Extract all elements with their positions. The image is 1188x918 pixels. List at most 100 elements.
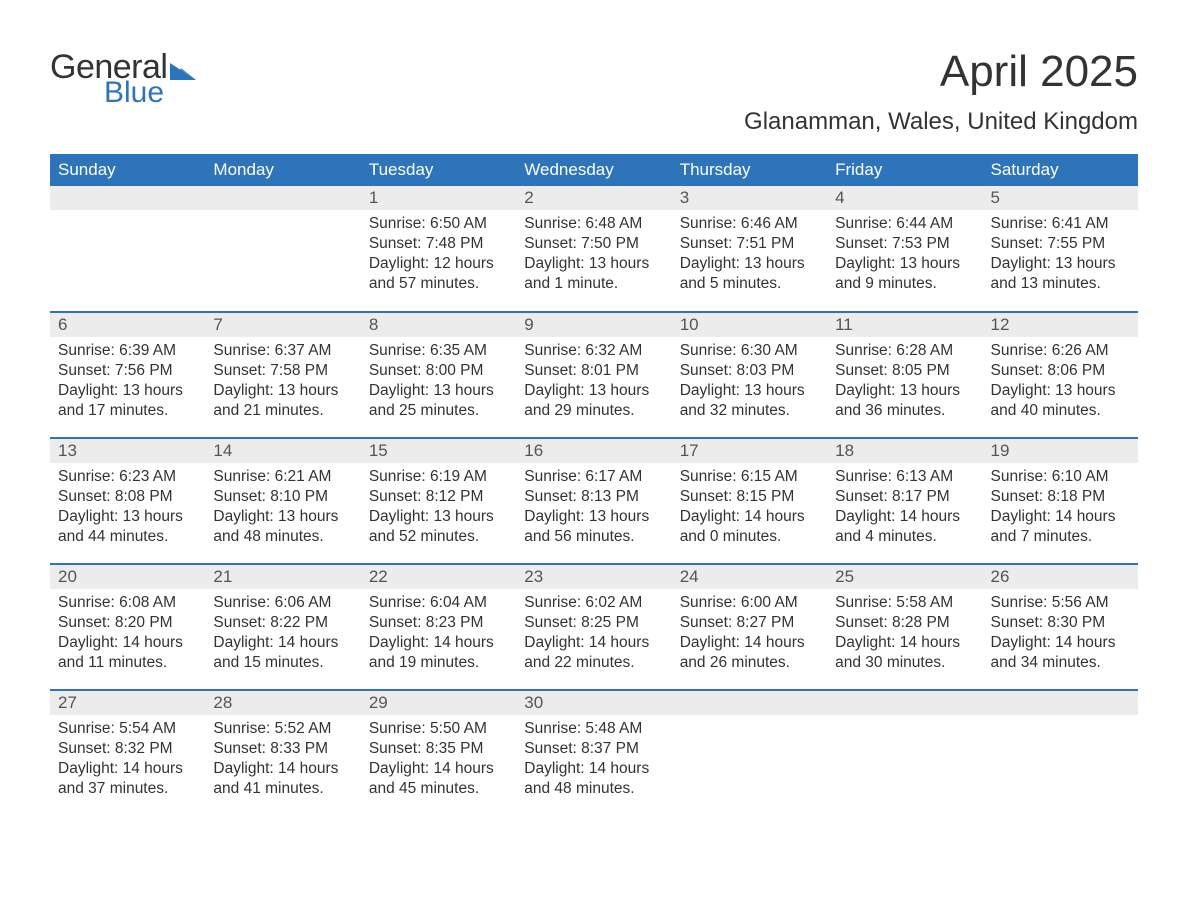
calendar-cell: 9Sunrise: 6:32 AMSunset: 8:01 PMDaylight…: [516, 312, 671, 438]
day-sunset: Sunset: 7:53 PM: [835, 234, 974, 254]
calendar-cell: 17Sunrise: 6:15 AMSunset: 8:15 PMDayligh…: [672, 438, 827, 564]
day-sunset: Sunset: 8:30 PM: [991, 613, 1130, 633]
calendar-cell: 30Sunrise: 5:48 AMSunset: 8:37 PMDayligh…: [516, 690, 671, 816]
day-dl1: Daylight: 14 hours: [369, 759, 508, 779]
calendar-week-row: 27Sunrise: 5:54 AMSunset: 8:32 PMDayligh…: [50, 690, 1138, 816]
day-dl2: and 26 minutes.: [680, 653, 819, 673]
day-number: 8: [361, 313, 516, 337]
day-sunrise: Sunrise: 6:35 AM: [369, 341, 508, 361]
day-header: Friday: [827, 154, 982, 186]
day-sunrise: Sunrise: 6:15 AM: [680, 467, 819, 487]
day-number: 30: [516, 691, 671, 715]
calendar-cell: 14Sunrise: 6:21 AMSunset: 8:10 PMDayligh…: [205, 438, 360, 564]
day-data: Sunrise: 6:35 AMSunset: 8:00 PMDaylight:…: [361, 337, 516, 428]
calendar-cell: 2Sunrise: 6:48 AMSunset: 7:50 PMDaylight…: [516, 186, 671, 312]
day-sunrise: Sunrise: 6:06 AM: [213, 593, 352, 613]
day-dl2: and 34 minutes.: [991, 653, 1130, 673]
day-dl1: Daylight: 14 hours: [991, 633, 1130, 653]
calendar-cell: 29Sunrise: 5:50 AMSunset: 8:35 PMDayligh…: [361, 690, 516, 816]
day-dl1: Daylight: 14 hours: [58, 633, 197, 653]
day-number: 19: [983, 439, 1138, 463]
day-header: Monday: [205, 154, 360, 186]
calendar-cell: [983, 690, 1138, 816]
day-dl1: Daylight: 13 hours: [58, 507, 197, 527]
calendar-cell: 28Sunrise: 5:52 AMSunset: 8:33 PMDayligh…: [205, 690, 360, 816]
day-dl1: Daylight: 14 hours: [213, 633, 352, 653]
day-sunset: Sunset: 8:06 PM: [991, 361, 1130, 381]
day-sunrise: Sunrise: 6:44 AM: [835, 214, 974, 234]
calendar-cell: 18Sunrise: 6:13 AMSunset: 8:17 PMDayligh…: [827, 438, 982, 564]
day-number: 22: [361, 565, 516, 589]
day-dl1: Daylight: 13 hours: [213, 507, 352, 527]
day-sunrise: Sunrise: 6:02 AM: [524, 593, 663, 613]
day-number: 2: [516, 186, 671, 210]
calendar-cell: 6Sunrise: 6:39 AMSunset: 7:56 PMDaylight…: [50, 312, 205, 438]
day-sunset: Sunset: 7:56 PM: [58, 361, 197, 381]
day-number: 18: [827, 439, 982, 463]
day-sunset: Sunset: 7:58 PM: [213, 361, 352, 381]
day-number: 23: [516, 565, 671, 589]
day-sunrise: Sunrise: 6:37 AM: [213, 341, 352, 361]
day-dl2: and 41 minutes.: [213, 779, 352, 799]
day-number: 20: [50, 565, 205, 589]
day-dl1: Daylight: 13 hours: [680, 381, 819, 401]
day-dl1: Daylight: 13 hours: [991, 381, 1130, 401]
day-sunrise: Sunrise: 6:13 AM: [835, 467, 974, 487]
day-dl2: and 48 minutes.: [524, 779, 663, 799]
day-header: Tuesday: [361, 154, 516, 186]
day-dl2: and 44 minutes.: [58, 527, 197, 547]
day-dl2: and 25 minutes.: [369, 401, 508, 421]
day-dl1: Daylight: 12 hours: [369, 254, 508, 274]
day-sunset: Sunset: 7:48 PM: [369, 234, 508, 254]
day-dl1: Daylight: 13 hours: [369, 507, 508, 527]
day-dl2: and 29 minutes.: [524, 401, 663, 421]
day-number: [983, 691, 1138, 715]
day-sunrise: Sunrise: 5:50 AM: [369, 719, 508, 739]
day-sunrise: Sunrise: 6:50 AM: [369, 214, 508, 234]
calendar-cell: [50, 186, 205, 312]
day-sunset: Sunset: 8:32 PM: [58, 739, 197, 759]
day-dl1: Daylight: 13 hours: [213, 381, 352, 401]
calendar-cell: 25Sunrise: 5:58 AMSunset: 8:28 PMDayligh…: [827, 564, 982, 690]
day-data: Sunrise: 6:32 AMSunset: 8:01 PMDaylight:…: [516, 337, 671, 428]
day-sunrise: Sunrise: 6:26 AM: [991, 341, 1130, 361]
day-sunrise: Sunrise: 5:52 AM: [213, 719, 352, 739]
day-sunrise: Sunrise: 5:48 AM: [524, 719, 663, 739]
day-header-row: Sunday Monday Tuesday Wednesday Thursday…: [50, 154, 1138, 186]
day-number: 24: [672, 565, 827, 589]
day-sunrise: Sunrise: 6:41 AM: [991, 214, 1130, 234]
day-number: [205, 186, 360, 210]
day-sunset: Sunset: 8:23 PM: [369, 613, 508, 633]
day-sunset: Sunset: 8:18 PM: [991, 487, 1130, 507]
day-data: Sunrise: 6:44 AMSunset: 7:53 PMDaylight:…: [827, 210, 982, 301]
calendar-cell: 4Sunrise: 6:44 AMSunset: 7:53 PMDaylight…: [827, 186, 982, 312]
day-number: 26: [983, 565, 1138, 589]
day-number: 7: [205, 313, 360, 337]
calendar-body: 1Sunrise: 6:50 AMSunset: 7:48 PMDaylight…: [50, 186, 1138, 816]
day-sunrise: Sunrise: 6:04 AM: [369, 593, 508, 613]
day-dl2: and 52 minutes.: [369, 527, 508, 547]
day-dl2: and 17 minutes.: [58, 401, 197, 421]
day-sunrise: Sunrise: 5:54 AM: [58, 719, 197, 739]
day-data: [205, 210, 360, 290]
day-sunrise: Sunrise: 6:48 AM: [524, 214, 663, 234]
calendar-cell: 13Sunrise: 6:23 AMSunset: 8:08 PMDayligh…: [50, 438, 205, 564]
day-dl2: and 40 minutes.: [991, 401, 1130, 421]
day-data: Sunrise: 6:15 AMSunset: 8:15 PMDaylight:…: [672, 463, 827, 554]
day-dl2: and 30 minutes.: [835, 653, 974, 673]
day-sunset: Sunset: 7:51 PM: [680, 234, 819, 254]
day-number: 15: [361, 439, 516, 463]
day-sunset: Sunset: 8:01 PM: [524, 361, 663, 381]
day-data: [672, 715, 827, 795]
day-sunset: Sunset: 8:12 PM: [369, 487, 508, 507]
day-dl2: and 22 minutes.: [524, 653, 663, 673]
day-data: Sunrise: 6:00 AMSunset: 8:27 PMDaylight:…: [672, 589, 827, 680]
day-number: [672, 691, 827, 715]
day-number: 4: [827, 186, 982, 210]
day-sunset: Sunset: 8:25 PM: [524, 613, 663, 633]
calendar-cell: 23Sunrise: 6:02 AMSunset: 8:25 PMDayligh…: [516, 564, 671, 690]
calendar-week-row: 20Sunrise: 6:08 AMSunset: 8:20 PMDayligh…: [50, 564, 1138, 690]
day-data: Sunrise: 6:04 AMSunset: 8:23 PMDaylight:…: [361, 589, 516, 680]
calendar-head: Sunday Monday Tuesday Wednesday Thursday…: [50, 154, 1138, 186]
day-sunrise: Sunrise: 6:17 AM: [524, 467, 663, 487]
